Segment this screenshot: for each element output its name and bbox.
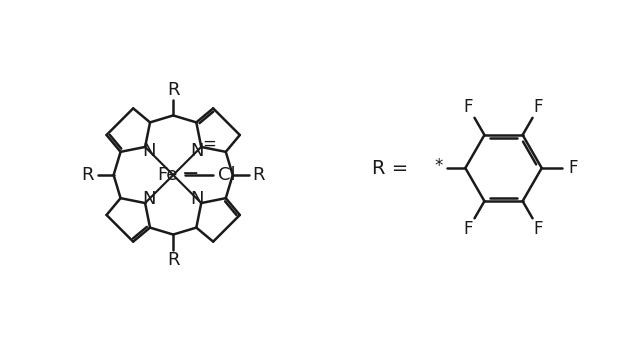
Text: R: R — [167, 80, 179, 99]
Text: F: F — [569, 159, 578, 177]
Text: N: N — [190, 190, 204, 208]
Text: *: * — [435, 157, 443, 175]
Text: R =: R = — [372, 159, 408, 177]
Text: Fe: Fe — [157, 166, 177, 184]
Text: N: N — [143, 190, 156, 208]
Text: N: N — [190, 142, 204, 160]
Text: F: F — [534, 220, 543, 238]
Text: R: R — [167, 251, 179, 270]
Text: R: R — [81, 166, 94, 184]
Text: −: − — [182, 164, 199, 184]
Text: F: F — [464, 98, 474, 117]
Text: N: N — [143, 142, 156, 160]
Text: F: F — [534, 98, 543, 117]
Text: Cl: Cl — [218, 166, 236, 184]
Text: R: R — [252, 166, 265, 184]
Text: =: = — [202, 135, 216, 153]
Text: F: F — [464, 220, 474, 238]
